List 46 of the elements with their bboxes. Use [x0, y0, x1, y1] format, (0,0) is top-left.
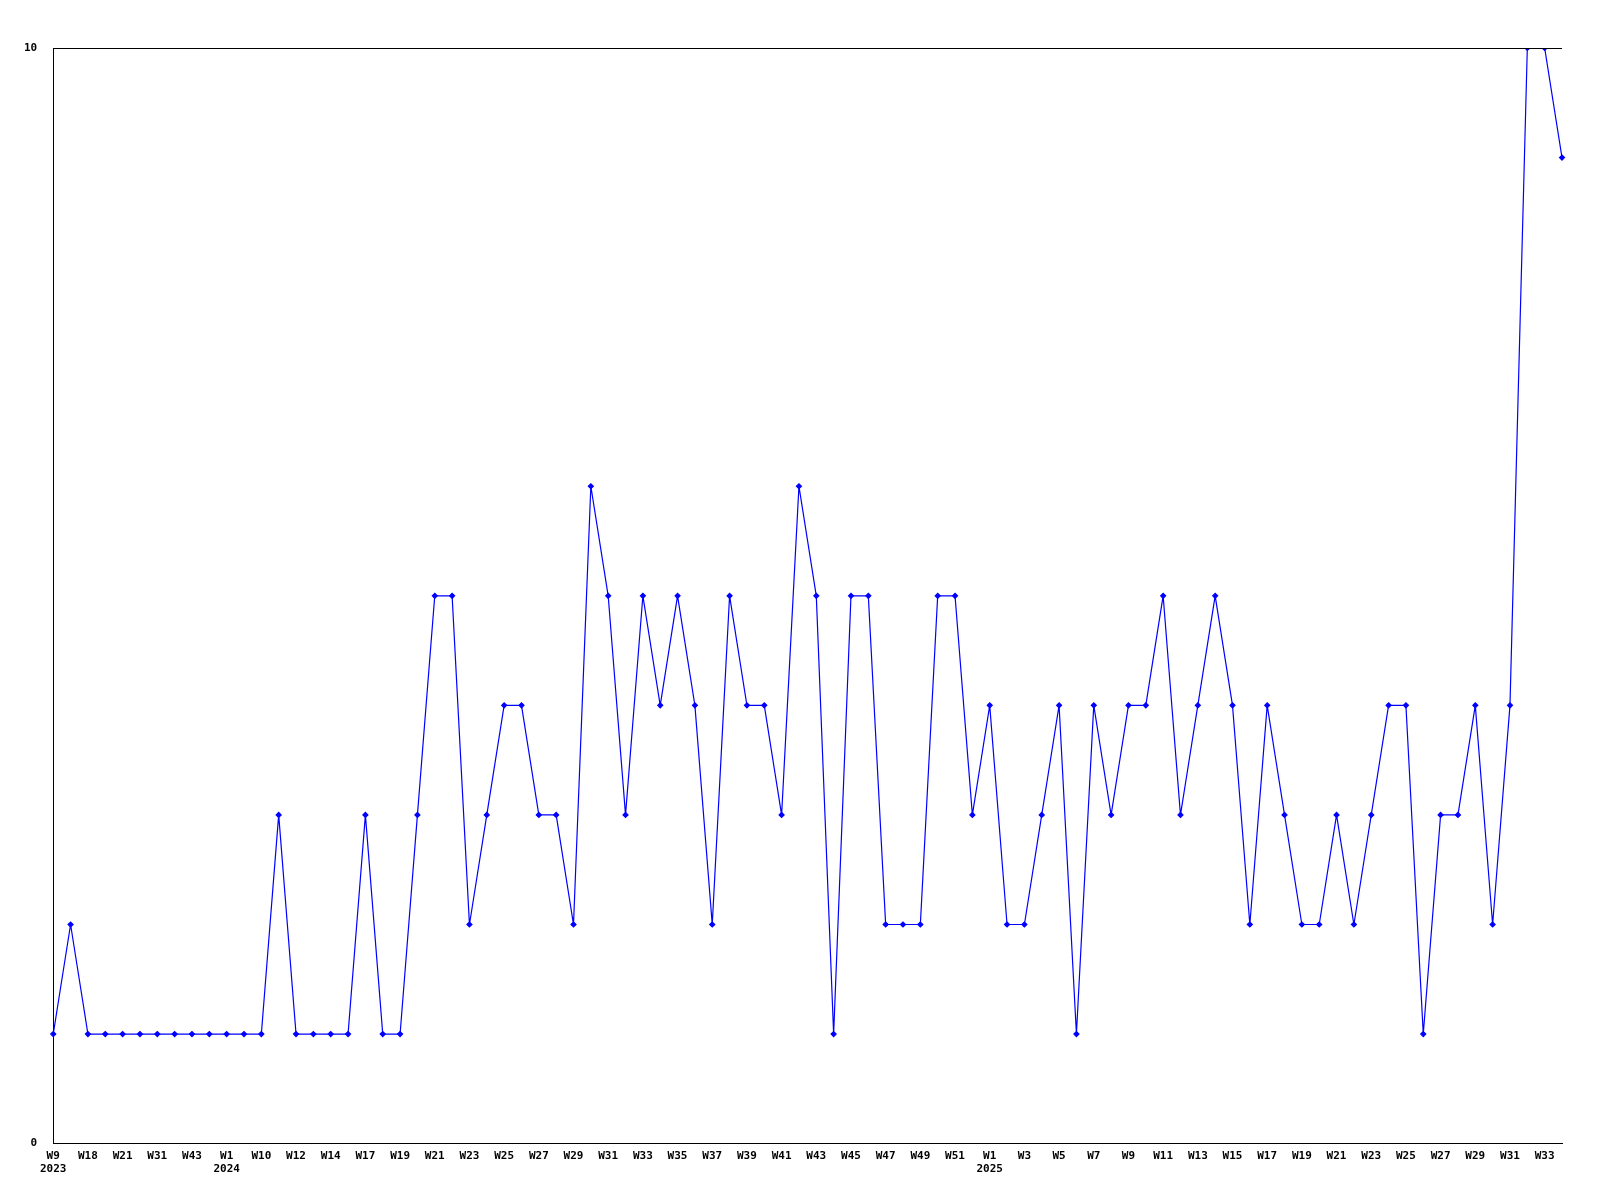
x-tick-label: W19 [1291, 1149, 1312, 1163]
x-tick-label: W21 [1326, 1149, 1347, 1163]
x-tick-label: W9 [1121, 1149, 1136, 1163]
x-tick-label: W43 [806, 1149, 827, 1163]
x-tick-label: W21 [112, 1149, 133, 1163]
x-tick-label: W1 2024 [213, 1149, 241, 1176]
x-tick-label: W45 [841, 1149, 861, 1163]
x-tick-label: W41 [771, 1149, 792, 1163]
x-tick-label: W49 [910, 1149, 931, 1163]
x-tick-label: W51 [945, 1149, 966, 1163]
x-tick-label: W17 [355, 1149, 376, 1163]
x-tick-label: W11 [1153, 1149, 1174, 1163]
x-tick-label: W3 [1017, 1149, 1032, 1163]
x-tick-label: W14 [320, 1149, 342, 1163]
x-tick-label: W27 [528, 1149, 549, 1163]
y-tick-label: 0 [30, 1136, 38, 1150]
x-tick-label: W27 [1430, 1149, 1451, 1163]
x-tick-label: W43 [182, 1149, 202, 1163]
x-tick-label: W33 [632, 1149, 653, 1163]
x-tick-label: W15 [1222, 1149, 1243, 1163]
x-tick-label: W35 [667, 1149, 688, 1163]
y-tick-label: 10 [24, 40, 38, 54]
x-tick-label: W21 [424, 1149, 446, 1163]
x-tick-label: W31 [1500, 1149, 1521, 1163]
x-tick-label: W10 [251, 1149, 272, 1163]
x-tick-label: W23 [459, 1149, 480, 1163]
x-tick-label: W39 [736, 1149, 757, 1163]
x-tick-label: W25 [494, 1149, 515, 1163]
x-tick-label: W23 [1361, 1149, 1382, 1163]
x-tick-label: W18 [77, 1149, 98, 1163]
x-tick-label: W17 [1257, 1149, 1278, 1163]
x-tick-label: W37 [702, 1149, 723, 1163]
x-tick-label: W5 [1052, 1149, 1066, 1163]
x-tick-label: W47 [875, 1149, 896, 1163]
x-tick-label: W33 [1534, 1149, 1555, 1163]
x-tick-label: W12 [286, 1149, 306, 1163]
x-tick-label: W25 [1395, 1149, 1416, 1163]
x-tick-label: W31 [598, 1149, 619, 1163]
x-tick-label: W9 2023 [40, 1149, 67, 1176]
x-tick-label: W19 [390, 1149, 411, 1163]
x-tick-label: W29 [1465, 1149, 1486, 1163]
x-tick-label: W7 [1087, 1149, 1101, 1163]
x-tick-label: W31 [147, 1149, 168, 1163]
x-tick-label: W13 [1187, 1149, 1208, 1163]
x-tick-label: W29 [563, 1149, 584, 1163]
x-tick-label: W1 2025 [976, 1149, 1003, 1176]
